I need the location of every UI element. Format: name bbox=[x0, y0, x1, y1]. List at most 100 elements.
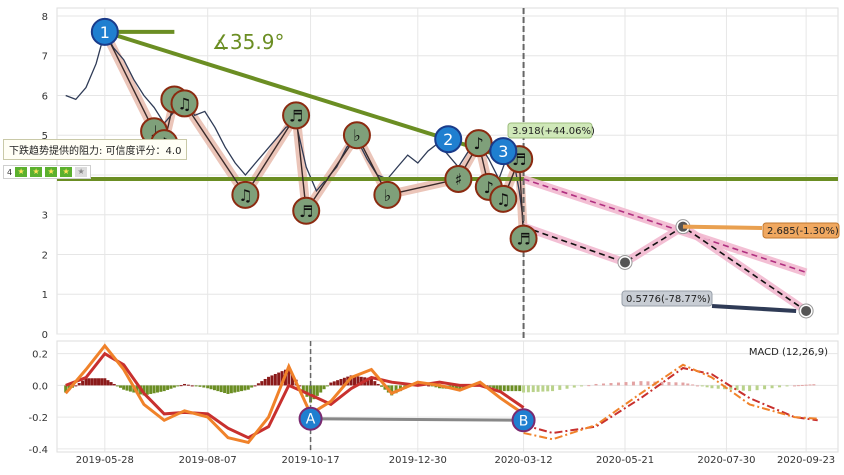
note-symbol: ♫ bbox=[496, 190, 510, 209]
projection-node bbox=[801, 305, 812, 316]
macd-projection-histogram-bar bbox=[594, 383, 598, 386]
macd-histogram-bar bbox=[236, 385, 240, 392]
macd-histogram-bar bbox=[454, 385, 458, 390]
macd-histogram-bar bbox=[162, 385, 166, 392]
macd-projection-histogram-bar bbox=[785, 385, 789, 387]
x-tick-label: 2020-05-21 bbox=[596, 455, 654, 466]
macd-histogram-bar bbox=[142, 385, 146, 396]
macd-histogram-bar bbox=[202, 385, 206, 388]
macd-histogram-bar bbox=[119, 385, 123, 388]
macd-histogram-bar bbox=[506, 385, 510, 392]
note-marker bbox=[292, 196, 321, 225]
macd-histogram-bar bbox=[312, 385, 316, 400]
macd-projection-histogram-bar bbox=[565, 385, 569, 389]
rating-star-filled-icon: ★ bbox=[30, 167, 43, 177]
macd-histogram-bar bbox=[488, 385, 492, 387]
macd-projection-histogram-bar bbox=[800, 384, 804, 386]
macd-histogram-bar bbox=[376, 383, 380, 386]
wave-marker bbox=[90, 17, 119, 46]
x-tick-label: 2020-07-30 bbox=[697, 455, 755, 466]
macd-histogram-bar bbox=[256, 383, 260, 386]
macd-histogram-bar bbox=[77, 383, 81, 386]
macd-projection-histogram-bar bbox=[681, 382, 685, 386]
macd-histogram-bar bbox=[186, 384, 190, 386]
note-marker bbox=[509, 224, 538, 253]
macd-histogram-bar bbox=[339, 378, 343, 386]
macd-histogram-bar bbox=[353, 375, 357, 386]
macd-histogram-bar bbox=[394, 385, 398, 394]
price-y-tick-label: 2 bbox=[42, 250, 48, 261]
macd-projection-histogram-bar bbox=[763, 385, 767, 390]
wave-marker-label: 1 bbox=[100, 23, 110, 42]
rating-value: 4 bbox=[7, 167, 13, 177]
macd-projection-histogram-bar bbox=[646, 381, 650, 386]
price-y-tick-label: 7 bbox=[42, 52, 48, 63]
price-y-tick-label: 0 bbox=[42, 330, 48, 341]
peak-label: 3.918(+44.06%) bbox=[512, 126, 595, 137]
macd-histogram-bar bbox=[315, 385, 319, 396]
signal-line bbox=[65, 351, 525, 440]
macd-histogram-bar bbox=[250, 385, 254, 388]
x-tick-label: 2020-03-12 bbox=[495, 455, 553, 466]
macd-projection-histogram-bar bbox=[558, 385, 562, 390]
macd-histogram-bar bbox=[329, 382, 333, 386]
macd-y-tick-label: -0.2 bbox=[28, 413, 48, 424]
macd-histogram-bar bbox=[190, 385, 194, 387]
note-symbol: ♫ bbox=[238, 186, 252, 205]
macd-y-tick-label: 0.2 bbox=[32, 350, 48, 361]
macd-projection-histogram-bar bbox=[695, 385, 699, 387]
macd-histogram-bar bbox=[176, 385, 180, 387]
macd-projection-histogram-bar bbox=[531, 385, 535, 393]
wave-marker-label: 3 bbox=[498, 142, 508, 161]
macd-histogram-bar bbox=[498, 385, 502, 392]
macd-histogram-bar bbox=[461, 385, 465, 389]
macd-projection-histogram-bar bbox=[609, 383, 613, 386]
macd-projection-histogram-bar bbox=[587, 385, 591, 387]
projection-black bbox=[523, 225, 807, 312]
macd-histogram-bar bbox=[270, 375, 274, 386]
note-marker bbox=[464, 129, 493, 158]
macd-projection-histogram-bar bbox=[770, 385, 774, 389]
macd-histogram-bar bbox=[223, 385, 227, 394]
target-up-arrow bbox=[682, 224, 763, 230]
projection-band-pink bbox=[522, 175, 808, 277]
macd-projection-histogram-bar bbox=[551, 385, 555, 392]
macd-projection-histogram-bar bbox=[812, 384, 816, 386]
macd-panel: 2019-05-28 2019-08-07 2019-10-17 2019-12-30… bbox=[28, 340, 839, 466]
macd-histogram-bar bbox=[212, 385, 216, 391]
price-y-tick-label: 6 bbox=[42, 91, 48, 102]
macd-projection-histogram-bar bbox=[572, 385, 576, 388]
macd-histogram-bar bbox=[502, 385, 506, 392]
note-marker bbox=[444, 164, 473, 193]
macd-histogram-bar bbox=[169, 385, 173, 389]
price-y-tick-label: 5 bbox=[42, 131, 48, 142]
macd-histogram-bar bbox=[273, 373, 277, 386]
macd-projection-histogram-bar bbox=[793, 385, 797, 387]
angle-label: ∡35.9° bbox=[212, 30, 284, 54]
macd-projection-histogram-bar bbox=[741, 385, 745, 391]
wave-marker-label: 2 bbox=[443, 130, 453, 149]
macd-histogram-bar bbox=[87, 378, 91, 386]
macd-projection-histogram-bar bbox=[536, 385, 540, 392]
macd-projection-histogram-bar bbox=[660, 381, 664, 386]
note-symbol: ♭ bbox=[384, 186, 392, 205]
note-symbol: ♩ bbox=[150, 122, 158, 141]
macd-histogram-bar bbox=[243, 385, 247, 391]
macd-marker bbox=[298, 406, 323, 431]
macd-y-tick-label: 0.0 bbox=[32, 381, 48, 392]
macd-histogram-bar bbox=[253, 385, 257, 387]
macd-projection bbox=[523, 363, 818, 441]
macd-histogram-bar bbox=[492, 385, 496, 389]
macd-histogram-bar bbox=[495, 385, 499, 390]
macd-histogram-bar bbox=[112, 383, 116, 386]
macd-histogram-bar bbox=[84, 378, 88, 386]
wave-marker bbox=[489, 137, 518, 166]
note-symbol: ♪ bbox=[484, 178, 494, 197]
note-marker bbox=[373, 180, 402, 209]
x-tick-label: 2019-08-07 bbox=[179, 455, 237, 466]
macd-histogram-bar bbox=[103, 378, 107, 386]
macd-histogram-bar bbox=[229, 385, 233, 394]
macd-projection-histogram-bar bbox=[667, 382, 671, 386]
